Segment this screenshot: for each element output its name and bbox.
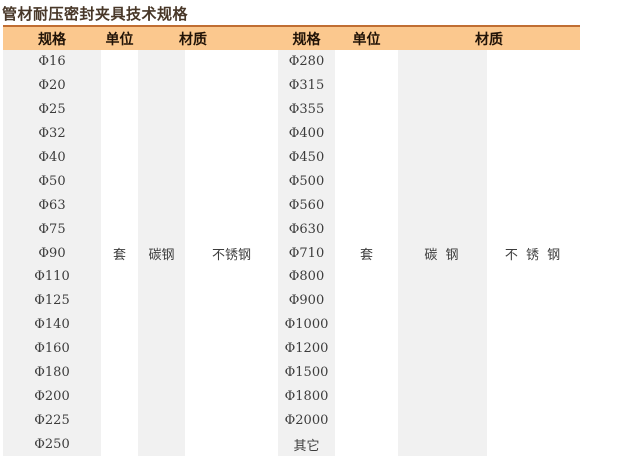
material-cell: 不 锈 钢 xyxy=(504,247,563,263)
table-row: Φ32 Φ400 xyxy=(3,121,580,146)
spec-cell: Φ250 xyxy=(3,432,101,457)
table-row: Φ20 Φ315 xyxy=(3,73,580,98)
spec-cell: Φ1000 xyxy=(278,312,335,337)
header-unit-left: 单位 xyxy=(101,25,138,50)
unit-cell: 套 xyxy=(359,247,373,263)
table-header-row: 规格 单位 材质 规格 单位 材质 xyxy=(3,25,580,50)
table-row: Φ180 Φ1500 xyxy=(3,360,580,385)
spec-cell: Φ1200 xyxy=(278,336,335,361)
unit-cell: 套 xyxy=(112,247,126,263)
spec-cell: Φ1500 xyxy=(278,360,335,385)
header-material-right: 材质 xyxy=(398,25,580,50)
spec-table: 规格 单位 材质 规格 单位 材质 Φ16 套碳钢 不锈钢 Φ280 套碳 钢不 锈 钢… xyxy=(3,25,580,457)
spec-cell: Φ16 xyxy=(3,50,101,74)
spec-cell: Φ25 xyxy=(3,97,101,122)
material-cell: 不锈钢 xyxy=(211,247,251,263)
spec-cell: Φ50 xyxy=(3,169,101,194)
spec-cell: Φ280 xyxy=(278,50,335,74)
table-row: Φ250 其它 xyxy=(3,432,580,457)
page-title: 管材耐压密封夹具技术规格 xyxy=(2,5,189,23)
spec-cell: Φ225 xyxy=(3,408,101,433)
header-spec-left: 规格 xyxy=(3,25,101,50)
table-row: Φ25 Φ355 xyxy=(3,97,580,122)
spec-cell: Φ630 xyxy=(278,217,335,242)
spec-table-body: Φ16 套碳钢 不锈钢 Φ280 套碳 钢不 锈 钢 Φ20 Φ315 Φ25 Φ355 Φ32 Φ… xyxy=(3,50,580,457)
spec-cell: Φ110 xyxy=(3,265,101,289)
table-row: Φ125 Φ900 xyxy=(3,288,580,313)
spec-cell: Φ315 xyxy=(278,73,335,98)
spec-cell: Φ180 xyxy=(3,360,101,385)
table-row: Φ90 Φ710 xyxy=(3,241,580,266)
spec-cell: Φ355 xyxy=(278,97,335,122)
header-material-left: 材质 xyxy=(138,25,278,50)
spec-cell: Φ75 xyxy=(3,217,101,242)
table-row: Φ63 Φ560 xyxy=(3,193,580,218)
spec-cell: Φ32 xyxy=(3,121,101,146)
spec-cell: Φ710 xyxy=(278,241,335,266)
spec-cell: Φ40 xyxy=(3,145,101,170)
spec-cell: Φ900 xyxy=(278,288,335,313)
spec-cell: Φ500 xyxy=(278,169,335,194)
table-row: Φ50 Φ500 xyxy=(3,169,580,194)
spec-cell: Φ20 xyxy=(3,73,101,98)
spec-cell: Φ1800 xyxy=(278,384,335,409)
spec-cell: Φ63 xyxy=(3,193,101,218)
table-row: Φ200 Φ1800 xyxy=(3,384,580,409)
material-cell: 碳 钢 xyxy=(398,50,487,457)
header-spec-right: 规格 xyxy=(278,25,335,50)
table-row: Φ110 Φ800 xyxy=(3,265,580,289)
spec-cell: Φ450 xyxy=(278,145,335,170)
spec-cell: Φ2000 xyxy=(278,408,335,433)
table-row: Φ225 Φ2000 xyxy=(3,408,580,433)
material-cell: 碳钢 xyxy=(138,50,185,457)
spec-cell: Φ200 xyxy=(3,384,101,409)
spec-cell: 其它 xyxy=(278,432,335,457)
table-row: Φ75 Φ630 xyxy=(3,217,580,242)
spec-cell: Φ560 xyxy=(278,193,335,218)
spec-cell: Φ400 xyxy=(278,121,335,146)
table-row: Φ140 Φ1000 xyxy=(3,312,580,337)
spec-cell: Φ800 xyxy=(278,265,335,289)
header-unit-right: 单位 xyxy=(335,25,398,50)
spec-cell: Φ125 xyxy=(3,288,101,313)
spec-cell: Φ140 xyxy=(3,312,101,337)
table-row: Φ160 Φ1200 xyxy=(3,336,580,361)
table-row: Φ40 Φ450 xyxy=(3,145,580,170)
spec-cell: Φ90 xyxy=(3,241,101,266)
spec-cell: Φ160 xyxy=(3,336,101,361)
table-row: Φ16 套碳钢 不锈钢 Φ280 套碳 钢不 锈 钢 xyxy=(3,50,580,457)
